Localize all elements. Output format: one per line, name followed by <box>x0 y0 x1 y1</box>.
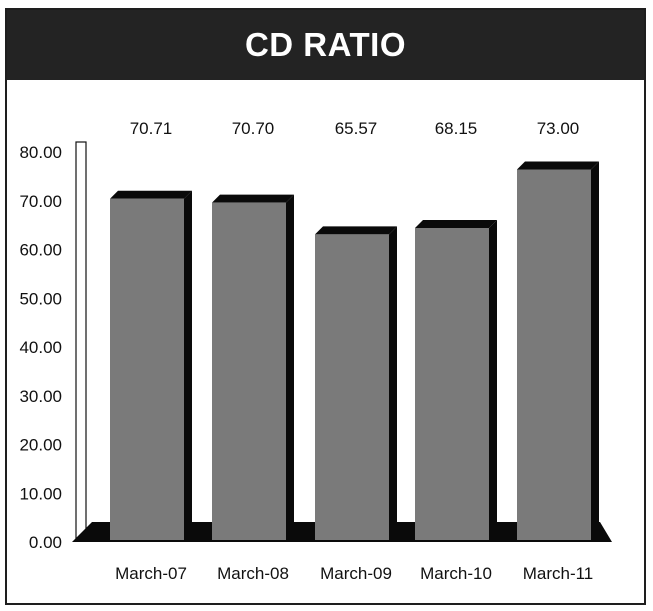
bar-top <box>315 226 397 235</box>
bar <box>517 169 591 540</box>
bar-side <box>489 220 497 532</box>
y-axis-wall <box>75 141 87 541</box>
x-category-label: March-09 <box>320 564 392 583</box>
bar-side <box>184 190 192 532</box>
chart-title: CD RATIO <box>244 26 407 63</box>
bar-value-label: 68.15 <box>435 119 478 138</box>
bar-side <box>389 226 397 532</box>
bar-value-label: 70.71 <box>130 119 173 138</box>
y-tick-label: 10.00 <box>19 484 62 503</box>
bar <box>110 198 184 540</box>
x-category-label: March-08 <box>217 564 289 583</box>
bar <box>415 228 489 540</box>
chart-title-bar: CD RATIO <box>7 10 644 80</box>
bar <box>315 234 389 540</box>
y-tick-label: 50.00 <box>19 289 62 308</box>
bar-value-label: 70.70 <box>232 119 275 138</box>
bar-side <box>591 161 599 532</box>
bar-top <box>517 161 599 170</box>
x-category-label: March-11 <box>523 564 594 583</box>
y-tick-label: 30.00 <box>19 387 62 406</box>
x-category-label: March-10 <box>420 564 492 583</box>
y-tick-label: 0.00 <box>29 533 62 552</box>
y-tick-label: 60.00 <box>19 241 62 260</box>
y-tick-label: 40.00 <box>19 338 62 357</box>
bar-value-label: 73.00 <box>537 119 580 138</box>
bar-value-label: 65.57 <box>335 119 378 138</box>
y-tick-label: 80.00 <box>19 143 62 162</box>
y-tick-label: 20.00 <box>19 436 62 455</box>
bar-side <box>286 194 294 532</box>
bar-top <box>212 194 294 203</box>
bar-top <box>110 190 192 199</box>
y-tick-label: 70.00 <box>19 192 62 211</box>
bar <box>212 202 286 540</box>
bar-top <box>415 220 497 228</box>
x-category-label: March-07 <box>115 564 187 583</box>
